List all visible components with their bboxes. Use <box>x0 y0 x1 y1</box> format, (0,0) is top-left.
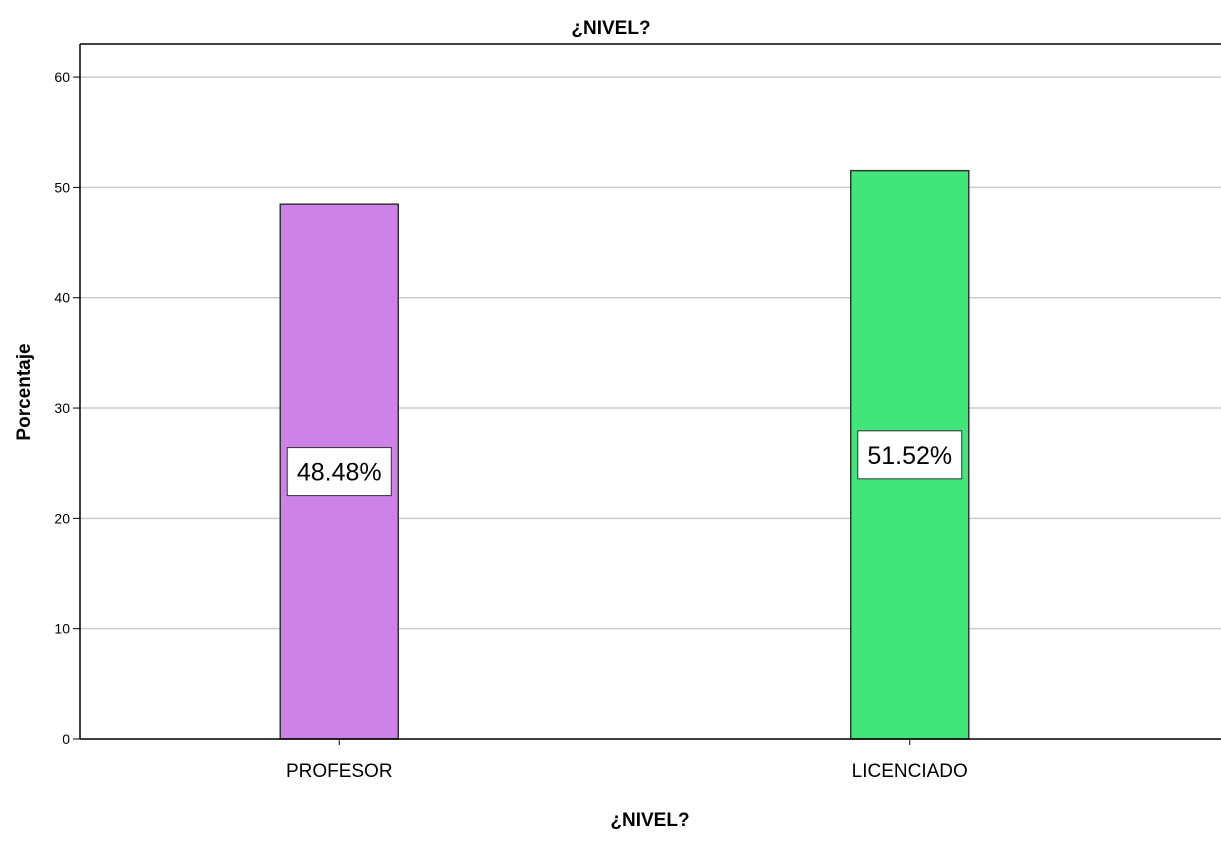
y-tick-label: 30 <box>54 400 70 416</box>
y-axis-title: Porcentaje <box>14 343 35 440</box>
x-tick-label: PROFESOR <box>286 761 393 782</box>
data-label: 51.52% <box>857 430 963 480</box>
y-tick-label: 0 <box>62 731 70 747</box>
data-label-text: 48.48% <box>297 459 382 487</box>
chart-title: ¿NIVEL? <box>571 18 650 39</box>
y-tick-label: 60 <box>54 69 70 85</box>
gridlines <box>80 76 1221 630</box>
y-tick-label: 50 <box>54 179 70 195</box>
data-labels: 48.48% 51.52% <box>286 430 963 497</box>
y-tick-label: 10 <box>54 621 70 637</box>
data-label: 48.48% <box>286 447 392 497</box>
data-label-box <box>286 447 392 497</box>
y-tick-label: 20 <box>54 510 70 526</box>
y-axis-ticks: 0 10 20 30 40 50 60 <box>54 69 80 747</box>
x-tick-label: LICENCIADO <box>852 761 968 782</box>
x-axis-title: ¿NIVEL? <box>610 810 689 831</box>
data-label-box <box>857 430 963 480</box>
y-tick-label: 40 <box>54 290 70 306</box>
x-axis-tick-labels: PROFESOR LICENCIADO <box>286 739 968 782</box>
data-label-text: 51.52% <box>867 442 952 470</box>
